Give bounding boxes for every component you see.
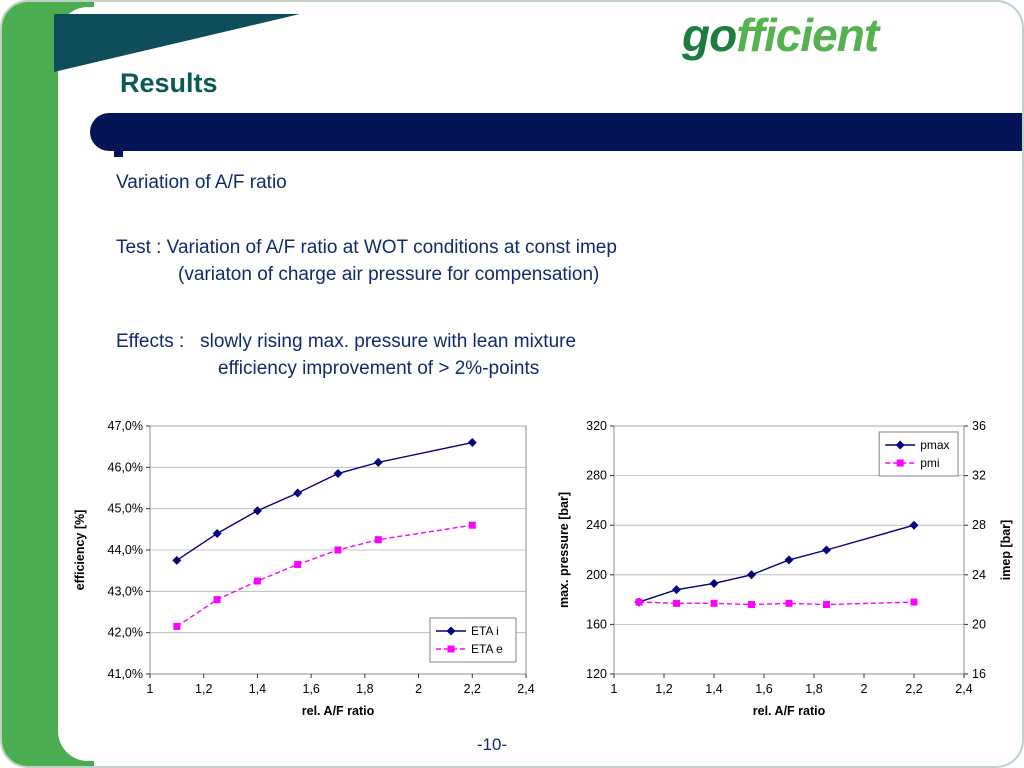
svg-text:2,2: 2,2 [905, 682, 922, 696]
svg-text:1,4: 1,4 [705, 682, 722, 696]
svg-text:36: 36 [972, 419, 986, 433]
svg-text:efficiency [%]: efficiency [%] [73, 510, 87, 591]
svg-text:rel. A/F ratio: rel. A/F ratio [753, 704, 826, 718]
text-effects-line: Effects : slowly rising max. pressure wi… [116, 331, 577, 352]
svg-text:200: 200 [586, 568, 607, 582]
svg-text:45,0%: 45,0% [108, 502, 143, 516]
svg-text:max. pressure [bar]: max. pressure [bar] [557, 492, 571, 608]
efficiency-chart: 41,0% 42,0% 43,0% 44,0% 45,0% 46,0% 47,0% 1 1,2 1… [73, 419, 535, 718]
svg-text:1,8: 1,8 [356, 682, 373, 696]
svg-text:28: 28 [972, 518, 986, 532]
svg-text:44,0%: 44,0% [108, 543, 143, 557]
slide-title: Results [120, 68, 218, 98]
svg-text:1: 1 [611, 682, 618, 696]
svg-text:1,4: 1,4 [249, 682, 266, 696]
svg-text:1,6: 1,6 [755, 682, 772, 696]
svg-text:16: 16 [972, 667, 986, 681]
logo-text-fficient: fficient [736, 9, 879, 61]
svg-text:2,4: 2,4 [955, 682, 972, 696]
svg-text:41,0%: 41,0% [108, 667, 143, 681]
svg-text:pmax: pmax [920, 438, 949, 452]
svg-text:2: 2 [861, 682, 868, 696]
svg-text:24: 24 [972, 568, 986, 582]
svg-text:2: 2 [415, 682, 422, 696]
page-number: -10- [476, 735, 508, 754]
title-underline-bar [90, 113, 1022, 151]
pressure-imep-chart: 120 160 200 240 280 320 16 20 24 28 32 36 1 1,2 1,4 1,6… [557, 419, 1013, 718]
svg-text:320: 320 [586, 419, 607, 433]
logo-text-go: go [682, 9, 737, 61]
svg-text:32: 32 [972, 469, 986, 483]
svg-text:240: 240 [586, 518, 607, 532]
svg-text:1,2: 1,2 [195, 682, 212, 696]
svg-text:43,0%: 43,0% [108, 584, 143, 598]
svg-text:280: 280 [586, 469, 607, 483]
svg-text:1,8: 1,8 [805, 682, 822, 696]
svg-text:1,2: 1,2 [655, 682, 672, 696]
svg-text:46,0%: 46,0% [108, 460, 143, 474]
text-effects-subline: efficiency improvement of > 2%-points [218, 358, 540, 379]
svg-text:120: 120 [586, 667, 607, 681]
svg-text:ETA i: ETA i [471, 624, 499, 638]
corner-wedge-decoration [54, 14, 300, 72]
svg-text:47,0%: 47,0% [108, 419, 143, 433]
text-variation-heading: Variation of A/F ratio [116, 172, 287, 193]
svg-text:pmi: pmi [920, 456, 939, 470]
svg-text:42,0%: 42,0% [108, 626, 143, 640]
bar-accent-dot [114, 148, 123, 157]
svg-text:2,4: 2,4 [517, 682, 534, 696]
svg-text:20: 20 [972, 617, 986, 631]
svg-text:1: 1 [147, 682, 154, 696]
svg-text:ETA e: ETA e [471, 642, 503, 656]
text-test-subline: (variaton of charge air pressure for com… [178, 264, 600, 285]
svg-text:imep [bar]: imep [bar] [999, 520, 1013, 580]
svg-text:1,6: 1,6 [302, 682, 319, 696]
svg-text:2,2: 2,2 [464, 682, 481, 696]
logo: gofficient [682, 8, 879, 62]
svg-text:160: 160 [586, 617, 607, 631]
svg-text:rel. A/F ratio: rel. A/F ratio [302, 704, 375, 718]
text-test-line: Test : Variation of A/F ratio at WOT con… [116, 237, 617, 258]
